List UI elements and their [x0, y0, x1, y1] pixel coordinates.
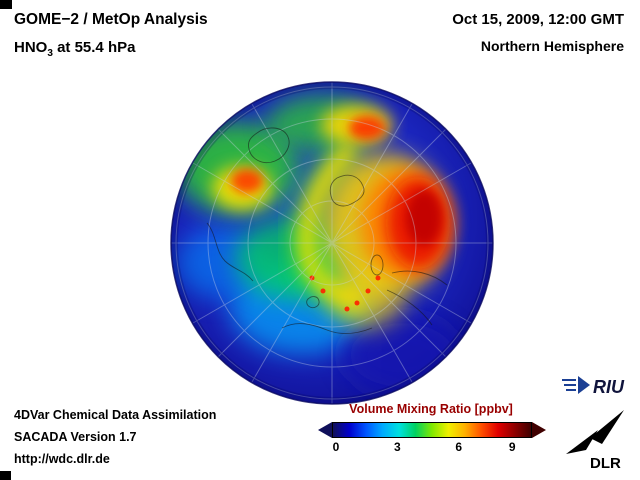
globe-svg — [170, 81, 494, 405]
colorbar-tick-label: 0 — [332, 440, 340, 454]
url-label: http://wdc.dlr.de — [14, 452, 110, 466]
colorbar-gradient — [332, 422, 532, 438]
riu-logo-svg: RIU — [562, 376, 625, 397]
colorbar-arrow-right — [532, 422, 546, 438]
hno3-field — [171, 82, 493, 404]
colorbar-tick-label: 3 — [393, 440, 401, 454]
dlr-logo: DLR — [564, 408, 626, 477]
corner-mark-bottom-left — [0, 471, 11, 480]
colorbar-title: Volume Mixing Ratio [ppbv] — [349, 402, 513, 416]
coastlines — [206, 127, 448, 335]
region-label: Northern Hemisphere — [480, 38, 624, 54]
riu-logo-text: RIU — [593, 377, 625, 397]
graticule — [171, 82, 493, 404]
colorbar-tick-label: 9 — [508, 440, 516, 454]
colorbar: Volume Mixing Ratio [ppbv] 0 3 6 9 — [318, 402, 548, 456]
colorbar-ticks: 0 3 6 9 — [332, 440, 530, 456]
assimilation-label: 4DVar Chemical Data Assimilation — [14, 408, 217, 422]
species-suffix: at 55.4 hPa — [52, 39, 136, 56]
analysis-title: GOME−2 / MetOp Analysis — [14, 11, 208, 28]
footer-left: 4DVar Chemical Data Assimilation SACADA … — [14, 404, 216, 470]
species-subscript: 3 — [47, 48, 53, 59]
riu-logo: RIU — [560, 372, 628, 405]
data-speckles — [309, 275, 381, 312]
colorbar-bar — [318, 422, 548, 438]
globe-rim — [170, 81, 494, 405]
globe-map — [162, 73, 502, 413]
datetime-label: Oct 15, 2009, 12:00 GMT — [452, 11, 624, 28]
dlr-logo-svg: DLR — [566, 410, 624, 472]
colorbar-arrow-left — [318, 422, 332, 438]
header-right: Oct 15, 2009, 12:00 GMT Northern Hemisph… — [452, 11, 624, 54]
dlr-logo-text: DLR — [590, 455, 621, 472]
header-left: GOME−2 / MetOp Analysis HNO3 at 55.4 hPa — [14, 11, 208, 59]
species-level-title: HNO3 at 55.4 hPa — [14, 39, 208, 59]
version-label: SACADA Version 1.7 — [14, 430, 137, 444]
species-prefix: HNO — [14, 39, 48, 56]
corner-mark-top-left — [0, 0, 12, 9]
colorbar-tick-label: 6 — [455, 440, 463, 454]
